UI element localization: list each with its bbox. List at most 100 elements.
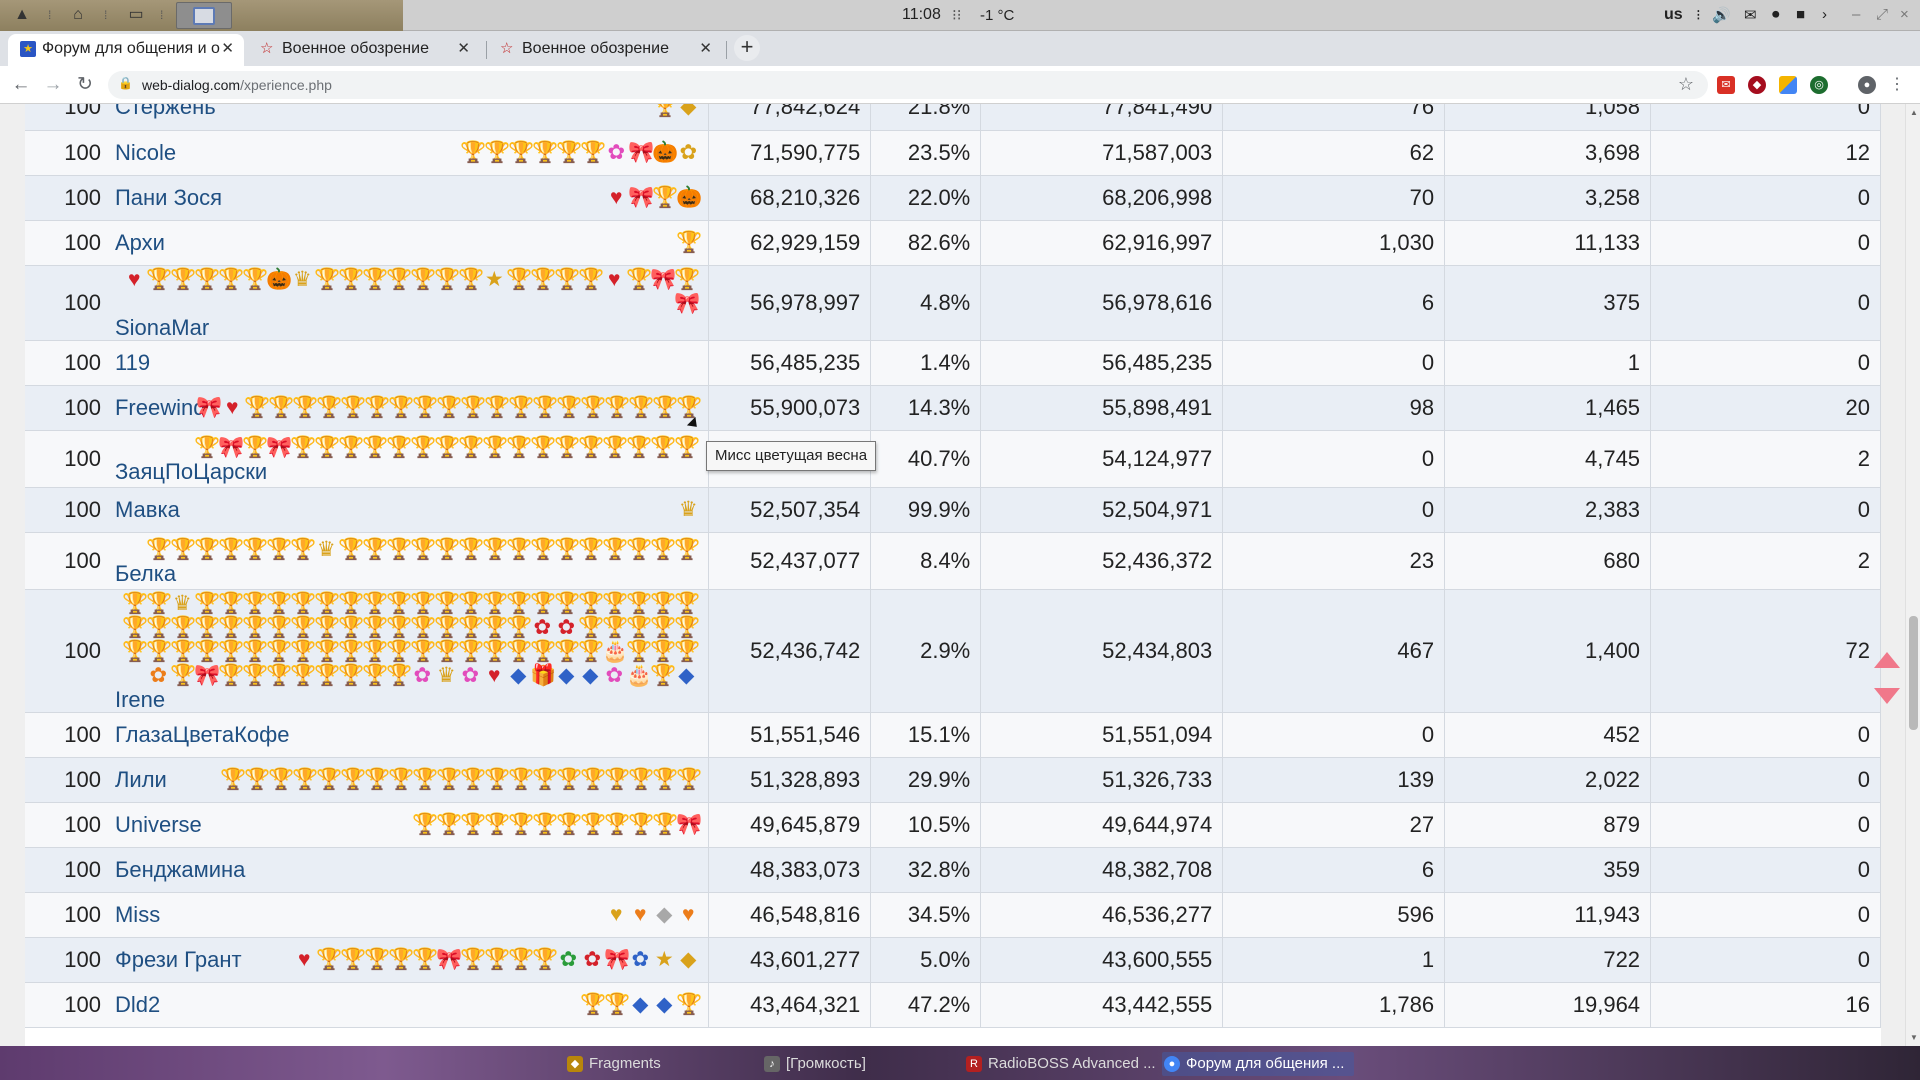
trophy-award-icon[interactable]: 🏆 bbox=[508, 812, 535, 836]
trophy-award-icon[interactable]: 🏆 bbox=[436, 812, 463, 836]
tab-voennoe-2[interactable]: ☆ Военное обозрение ✕ bbox=[488, 34, 722, 66]
trophy-award-icon[interactable]: 🏆 bbox=[674, 615, 701, 639]
badge-award-icon[interactable]: ◆ bbox=[680, 104, 697, 119]
trophy-award-icon[interactable]: 🏆 bbox=[676, 767, 703, 791]
trophy-award-icon[interactable]: 🏆 bbox=[652, 812, 679, 836]
trophy-award-icon[interactable]: 🏆 bbox=[386, 615, 413, 639]
page-scroll-widget[interactable] bbox=[1872, 652, 1902, 708]
trophy-award-icon[interactable]: 🏆 bbox=[650, 435, 677, 459]
trophy-award-icon[interactable]: 🏆 bbox=[170, 639, 197, 663]
trophy-award-icon[interactable]: 🏆 bbox=[580, 992, 607, 1016]
crown-award-icon[interactable]: ♛ bbox=[436, 663, 456, 687]
trophy-award-icon[interactable]: 🏆 bbox=[338, 615, 365, 639]
badge-award-icon[interactable]: ◆ bbox=[582, 663, 599, 687]
trophy-award-icon[interactable]: 🏆 bbox=[266, 663, 293, 687]
trophy-award-icon[interactable]: 🏆 bbox=[508, 767, 535, 791]
trophy-award-icon[interactable]: 🏆 bbox=[314, 663, 341, 687]
trophy-award-icon[interactable]: 🏆 bbox=[340, 395, 367, 419]
badge-award-icon[interactable]: ◆ bbox=[656, 902, 673, 926]
trophy-award-icon[interactable]: 🏆 bbox=[412, 947, 439, 971]
bow-award-icon[interactable]: 🎀 bbox=[196, 395, 223, 419]
trophy-award-icon[interactable]: 🏆 bbox=[532, 947, 559, 971]
trophy-award-icon[interactable]: 🏆 bbox=[580, 812, 607, 836]
trophy-award-icon[interactable]: 🏆 bbox=[674, 537, 701, 561]
trophy-award-icon[interactable]: 🏆 bbox=[314, 267, 341, 291]
trophy-award-icon[interactable]: 🏆 bbox=[362, 615, 389, 639]
heart-award-icon[interactable]: ♥ bbox=[608, 267, 621, 291]
maximize-icon[interactable]: ⤢ bbox=[1876, 6, 1889, 23]
trophy-award-icon[interactable]: 🏆 bbox=[410, 267, 437, 291]
trophy-award-icon[interactable]: 🏆 bbox=[460, 767, 487, 791]
trophy-award-icon[interactable]: 🏆 bbox=[146, 537, 173, 561]
trophy-award-icon[interactable]: 🏆 bbox=[578, 267, 605, 291]
trophy-award-icon[interactable]: 🏆 bbox=[626, 267, 653, 291]
trophy-award-icon[interactable]: 🏆 bbox=[580, 140, 607, 164]
trophy-award-icon[interactable]: 🏆 bbox=[386, 267, 413, 291]
trophy-award-icon[interactable]: 🏆 bbox=[338, 639, 365, 663]
trophy-award-icon[interactable]: 🏆 bbox=[316, 767, 343, 791]
bow-award-icon[interactable]: 🎀 bbox=[218, 435, 245, 459]
trophy-award-icon[interactable]: 🏆 bbox=[508, 140, 535, 164]
trophy-award-icon[interactable]: 🏆 bbox=[314, 639, 341, 663]
trophy-award-icon[interactable]: 🏆 bbox=[484, 812, 511, 836]
trophy-award-icon[interactable]: 🏆 bbox=[652, 104, 679, 119]
trophy-award-icon[interactable]: 🏆 bbox=[604, 992, 631, 1016]
bow-award-icon[interactable]: 🎀 bbox=[194, 663, 221, 687]
trophy-award-icon[interactable]: 🏆 bbox=[604, 395, 631, 419]
cake-award-icon[interactable]: 🎂 bbox=[626, 663, 653, 687]
trophy-award-icon[interactable]: 🏆 bbox=[292, 395, 319, 419]
trophy-award-icon[interactable]: 🏆 bbox=[458, 615, 485, 639]
trophy-award-icon[interactable]: 🏆 bbox=[460, 395, 487, 419]
badge-award-icon[interactable]: ◆ bbox=[656, 992, 673, 1016]
username-link[interactable]: Белка bbox=[114, 560, 177, 586]
trophy-award-icon[interactable]: 🏆 bbox=[218, 591, 245, 615]
lock-icon[interactable]: 🔒 bbox=[118, 76, 133, 90]
extension-green-icon[interactable]: ◎ bbox=[1810, 76, 1828, 94]
trophy-award-icon[interactable]: 🏆 bbox=[340, 947, 367, 971]
bow-award-icon[interactable]: 🎀 bbox=[650, 267, 677, 291]
profile-avatar-icon[interactable]: ● bbox=[1858, 76, 1876, 94]
trophy-award-icon[interactable]: 🏆 bbox=[674, 591, 701, 615]
trophy-award-icon[interactable]: 🏆 bbox=[458, 591, 485, 615]
trophy-award-icon[interactable]: 🏆 bbox=[412, 395, 439, 419]
trophy-award-icon[interactable]: 🏆 bbox=[386, 591, 413, 615]
trophy-award-icon[interactable]: 🏆 bbox=[292, 767, 319, 791]
cake-award-icon[interactable]: 🎂 bbox=[602, 639, 629, 663]
trophy-award-icon[interactable]: 🏆 bbox=[242, 663, 269, 687]
trophy-award-icon[interactable]: 🏆 bbox=[386, 663, 413, 687]
flower-award-icon[interactable]: ✿ bbox=[679, 140, 698, 164]
trophy-award-icon[interactable]: 🏆 bbox=[412, 812, 439, 836]
trophy-award-icon[interactable]: 🏆 bbox=[434, 267, 461, 291]
browser-menu-icon[interactable]: ⋮ bbox=[1889, 76, 1905, 93]
trophy-award-icon[interactable]: 🏆 bbox=[266, 639, 293, 663]
trophy-award-icon[interactable]: 🏆 bbox=[434, 615, 461, 639]
trophy-award-icon[interactable]: 🏆 bbox=[386, 639, 413, 663]
trophy-award-icon[interactable]: 🏆 bbox=[242, 591, 269, 615]
trophy-award-icon[interactable]: 🏆 bbox=[316, 947, 343, 971]
username-link[interactable]: Фрези Грант bbox=[114, 946, 242, 972]
username-link[interactable]: 119 bbox=[114, 349, 151, 375]
forward-icon[interactable]: → bbox=[43, 74, 63, 95]
vertical-scrollbar[interactable]: ▲ ▼ bbox=[1905, 104, 1920, 1046]
trophy-award-icon[interactable]: 🏆 bbox=[506, 591, 533, 615]
trophy-award-icon[interactable]: 🏆 bbox=[650, 591, 677, 615]
flower-award-icon[interactable]: ✿ bbox=[413, 663, 432, 687]
trophy-award-icon[interactable]: 🏆 bbox=[314, 591, 341, 615]
weather-indicator[interactable]: -1 °C bbox=[980, 7, 1015, 24]
close-window-icon[interactable]: × bbox=[1900, 6, 1909, 23]
trophy-award-icon[interactable]: 🏆 bbox=[626, 435, 653, 459]
taskbar-radioboss[interactable]: R RadioBOSS Advanced ... bbox=[964, 1052, 1156, 1076]
trophy-award-icon[interactable]: 🏆 bbox=[602, 591, 629, 615]
trophy-award-icon[interactable]: 🏆 bbox=[388, 767, 415, 791]
trophy-award-icon[interactable]: 🏆 bbox=[362, 267, 389, 291]
trophy-award-icon[interactable]: 🏆 bbox=[650, 639, 677, 663]
flower-award-icon[interactable]: ✿ bbox=[533, 615, 552, 639]
trophy-award-icon[interactable]: 🏆 bbox=[434, 639, 461, 663]
username-link[interactable]: Universe bbox=[114, 811, 202, 837]
trophy-award-icon[interactable]: 🏆 bbox=[532, 812, 559, 836]
trophy-award-icon[interactable]: 🏆 bbox=[436, 395, 463, 419]
trophy-award-icon[interactable]: 🏆 bbox=[194, 435, 221, 459]
trophy-award-icon[interactable]: 🏆 bbox=[628, 395, 655, 419]
trophy-award-icon[interactable]: 🏆 bbox=[122, 591, 149, 615]
extension-mail-icon[interactable]: ✉ bbox=[1717, 76, 1735, 94]
